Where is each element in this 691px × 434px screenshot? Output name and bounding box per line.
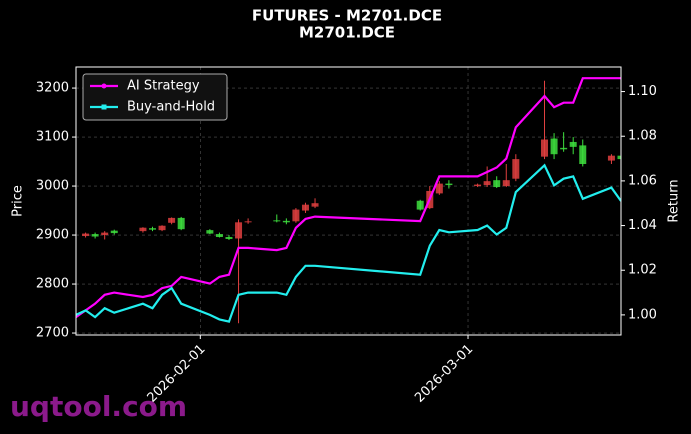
plot-area [76,77,621,324]
series-line [76,77,621,319]
legend: AI Strategy Buy-and-Hold [82,73,228,121]
candle-body [445,183,453,186]
legend-label: Buy-and-Hold [127,100,215,115]
axes: 2700 2800 2900 3000 3100 3200 1.00 1.02 1.04 1.06… [36,81,657,406]
y-tick-label: 2800 [36,277,69,292]
candle-body [483,181,491,186]
candle-body [206,230,214,234]
candle-body [82,233,90,237]
candle-body [311,203,319,207]
legend-marker [101,104,107,110]
x-tick-label: 2026-03-01 [412,342,476,406]
legend-box [82,73,228,121]
y-tick-label: 2700 [36,326,69,341]
candle-body [569,141,577,147]
candle-body [225,237,233,239]
candle-body [292,209,300,222]
y-tick-label: 3000 [36,179,69,194]
chart-subtitle: M2701.DCE [299,24,395,42]
y2-axis-label: Return [667,179,682,222]
y2-tick-label: 1.04 [628,218,657,233]
candle-body [235,222,243,239]
y-tick-label: 3100 [36,130,69,145]
y-axis-label: Price [11,185,26,217]
candle-body [502,180,510,187]
candle-body [148,228,156,230]
candle-body [493,180,501,188]
candle-body [541,139,549,157]
candle-body [435,183,443,194]
candle-body [617,155,621,160]
candle-body [560,147,568,150]
candle-body [110,230,118,234]
candle-body [244,221,252,223]
axes-frame [75,66,622,336]
candle-body [168,217,176,223]
y2-tick-label: 1.08 [628,129,657,144]
legend-label: AI Strategy [127,79,200,94]
y2-tick-label: 1.10 [628,84,657,99]
y2-tick-label: 1.00 [628,307,657,322]
candle-body [474,184,482,187]
candle-body [215,234,223,238]
legend-marker [101,83,107,89]
chart-title: FUTURES - M2701.DCE [252,7,442,25]
candle-body [301,204,309,211]
candle-body [416,200,424,210]
grid [76,67,621,335]
candle-body [158,225,166,231]
candle-body [139,227,147,232]
candle-body [101,232,109,236]
watermark: uqtool.com [10,390,187,423]
candle-body [550,138,558,155]
candle-body [177,217,185,230]
series-line [76,163,621,323]
y2-tick-label: 1.02 [628,263,657,278]
candle-body [282,220,290,223]
candle-body [273,220,281,222]
candle-body [512,159,520,179]
y-tick-label: 2900 [36,228,69,243]
y-tick-label: 3200 [36,81,69,96]
candle-body [607,155,615,161]
candle-body [91,234,99,237]
y2-tick-label: 1.06 [628,173,657,188]
candle-body [579,145,587,165]
